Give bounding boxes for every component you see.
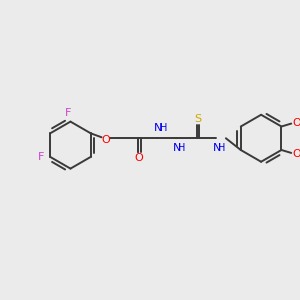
- Text: F: F: [65, 108, 72, 118]
- Text: O: O: [293, 149, 300, 159]
- Text: O: O: [134, 153, 143, 163]
- Text: N: N: [213, 143, 221, 153]
- Text: H: H: [218, 143, 226, 153]
- Text: S: S: [194, 114, 201, 124]
- Text: H: H: [160, 124, 167, 134]
- Text: O: O: [101, 135, 110, 145]
- Text: F: F: [38, 152, 44, 162]
- Text: N: N: [173, 143, 181, 153]
- Text: H: H: [178, 143, 185, 153]
- Text: N: N: [154, 124, 163, 134]
- Text: O: O: [293, 118, 300, 128]
